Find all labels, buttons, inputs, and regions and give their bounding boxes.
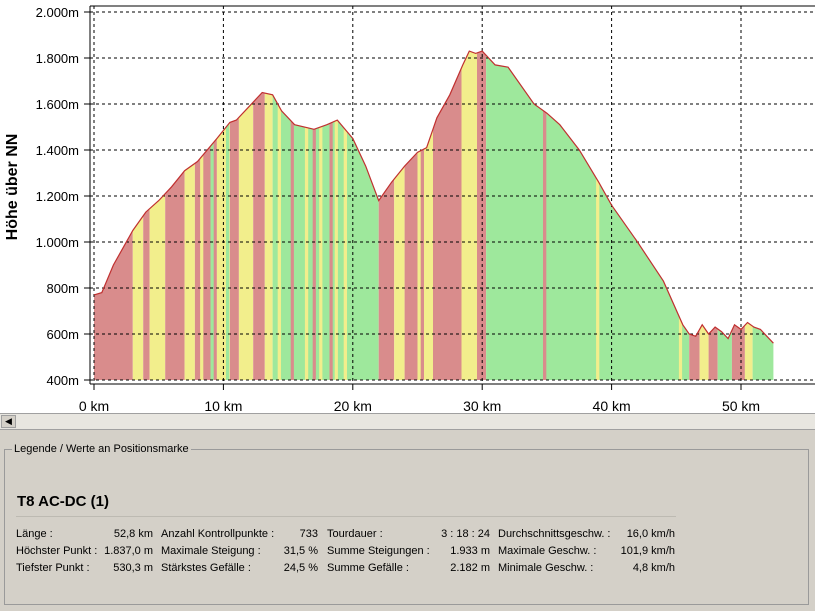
stat-value: 52,8 km <box>113 528 153 540</box>
segment-downhill <box>717 328 732 380</box>
stat-label: Tourdauer : <box>327 528 383 540</box>
stripe-uphill <box>312 128 316 380</box>
segment-downhill <box>272 94 379 381</box>
stat-label: Höchster Punkt : <box>16 545 98 557</box>
segment-uphill <box>253 92 265 380</box>
stat-label: Summe Gefälle : <box>327 562 409 574</box>
y-axis-title: Höhe über NN <box>4 133 21 241</box>
segment-moderate <box>394 166 405 380</box>
x-tick-label: 30 km <box>463 398 501 413</box>
segment-moderate <box>238 102 254 380</box>
track-name: T8 AC-DC (1) <box>17 493 109 510</box>
stripe-moderate <box>678 316 683 380</box>
segment-moderate <box>461 51 477 380</box>
stat-value: 31,5 % <box>283 545 318 557</box>
stripe-moderate <box>334 120 338 380</box>
segment-downhill <box>752 326 774 380</box>
y-tick-label: 1.800m <box>36 51 79 66</box>
stat-value: 24,5 % <box>283 562 318 574</box>
segment-uphill <box>731 324 745 380</box>
stat-value: 2.182 m <box>450 562 490 574</box>
stripe-moderate <box>417 150 421 380</box>
x-tick-label: 50 km <box>722 398 760 413</box>
y-tick-label: 1.000m <box>36 235 79 250</box>
stat-value: 530,3 m <box>113 562 153 574</box>
segment-uphill <box>94 230 133 380</box>
stripe-uphill <box>543 110 547 381</box>
elevation-chart[interactable]: 400m 600m 800m 1.000m 1.200m 1.400m 1.600m 1.80… <box>0 0 815 413</box>
segment-uphill <box>477 51 487 381</box>
y-tick-label: 600m <box>46 327 79 342</box>
stripe-moderate <box>304 127 309 380</box>
stat-value: 101,9 km/h <box>620 545 675 557</box>
segment-moderate <box>424 129 433 380</box>
segment-uphill <box>689 329 700 380</box>
segment-downhill <box>486 55 690 380</box>
stat-label: Maximale Geschw. : <box>498 545 597 557</box>
scroll-left-arrow-icon[interactable]: ◀ <box>1 415 16 428</box>
legend-title: Legende / Werte an Positionsmarke <box>12 443 191 455</box>
stripe-downhill <box>210 142 214 380</box>
y-tick-label: 1.200m <box>36 189 79 204</box>
stat-value: 1.837,0 m <box>104 545 153 557</box>
stat-label: Summe Steigungen : <box>327 545 430 557</box>
segment-uphill <box>433 67 462 381</box>
stat-value: 1.933 m <box>450 545 490 557</box>
chart-svg: 400m 600m 800m 1.000m 1.200m 1.400m 1.600m 1.80… <box>36 5 815 413</box>
x-tick-label: 40 km <box>593 398 631 413</box>
stat-value: 3 : 18 : 24 <box>441 528 490 540</box>
stripe-moderate <box>319 126 323 380</box>
y-tick-label: 400m <box>46 373 79 388</box>
x-tick-label: 0 km <box>79 398 109 413</box>
x-tick-label: 10 km <box>204 398 242 413</box>
stripe-moderate <box>277 104 281 380</box>
stat-label: Minimale Geschw. : <box>498 562 594 574</box>
x-tick-label: 20 km <box>334 398 372 413</box>
segment-moderate <box>184 163 195 380</box>
segment-moderate <box>149 193 166 380</box>
elevation-line <box>93 50 774 344</box>
stat-label: Maximale Steigung : <box>161 545 261 557</box>
stat-label: Tiefster Punkt : <box>16 562 90 574</box>
stat-label: Durchschnittsgeschw. : <box>498 528 611 540</box>
y-tick-label: 1.400m <box>36 143 79 158</box>
stat-label: Länge : <box>16 528 53 540</box>
segment-uphill <box>404 149 424 380</box>
segment-moderate <box>744 323 753 380</box>
segment-uphill <box>378 179 395 380</box>
segment-uphill <box>143 208 150 380</box>
y-tick-label: 800m <box>46 281 79 296</box>
segment-moderate <box>264 93 273 380</box>
stat-value: 16,0 km/h <box>626 528 675 540</box>
stat-label: Stärkstes Gefälle : <box>161 562 251 574</box>
legend-panel <box>4 449 809 605</box>
stripe-moderate <box>596 177 600 380</box>
segment-uphill <box>708 327 718 380</box>
horizontal-scrollbar[interactable]: ◀ <box>0 413 815 430</box>
y-tick-label: 1.600m <box>36 97 79 112</box>
segment-moderate <box>132 215 144 380</box>
segment-moderate <box>699 325 709 380</box>
y-tick-label: 2.000m <box>36 5 79 20</box>
segment-uphill <box>165 170 185 380</box>
stripe-moderate <box>200 154 204 380</box>
stat-label: Anzahl Kontrollpunkte : <box>161 528 275 540</box>
stripe-uphill <box>329 122 333 380</box>
stripe-uphill <box>290 120 294 380</box>
stripe-moderate <box>343 127 347 380</box>
stripe-downhill <box>226 123 230 380</box>
segment-uphill <box>229 117 239 381</box>
stat-value: 733 <box>299 528 318 540</box>
stat-value: 4,8 km/h <box>632 562 675 574</box>
legend-divider <box>16 516 676 517</box>
